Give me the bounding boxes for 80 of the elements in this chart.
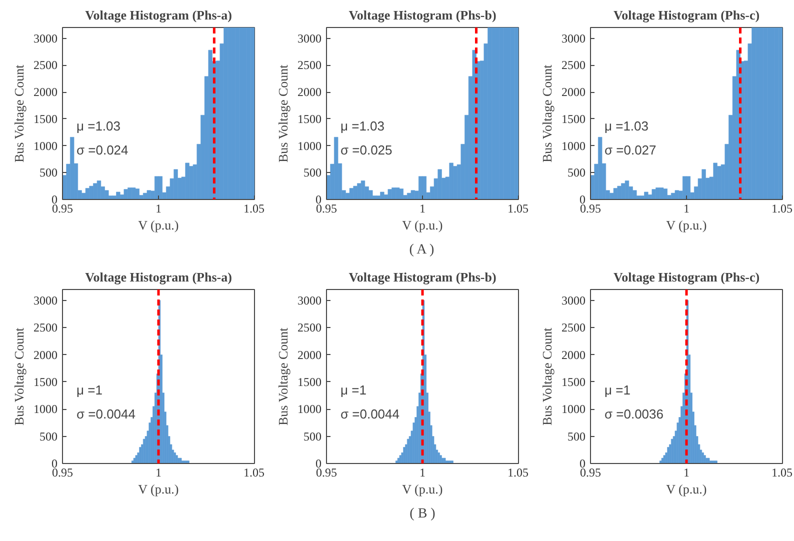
y-tick-label: 1000 [562,138,586,153]
y-tick-label: 1500 [34,112,58,126]
annotation: μ =1.03 [340,118,384,134]
y-axis-title: Bus Voltage Count [276,64,290,162]
x-tick-label: 1 [420,202,426,216]
x-axis-title: V (p.u.) [402,482,443,496]
chart-title: Voltage Histogram (Phs-b) [348,8,496,22]
chart-title: Voltage Histogram (Phs-c) [613,270,760,284]
y-tick-label: 2000 [34,85,58,99]
y-tick-label: 1500 [298,374,322,389]
chart-title: Voltage Histogram (Phs-a) [85,270,232,284]
x-tick-label: 1 [684,466,690,480]
x-axis-title: V (p.u.) [138,218,179,232]
x-tick-label: 1.05 [244,466,264,480]
y-tick-label: 3000 [298,31,322,46]
annotation: μ =1 [604,382,630,398]
annotation: σ =0.024 [76,142,128,158]
annotation: μ =1 [340,382,366,398]
y-tick-label: 3000 [562,293,586,308]
y-tick-label: 2500 [562,320,586,335]
x-tick-label: 1.05 [244,202,264,216]
y-tick-label: 3000 [34,31,58,46]
y-tick-label: 500 [40,166,58,180]
y-tick-label: 1000 [298,402,322,416]
y-tick-label: 2000 [34,348,58,362]
annotation: σ =0.025 [340,142,392,158]
x-tick-label: 1.05 [772,202,792,216]
y-tick-label: 1500 [562,112,586,126]
y-tick-label: 1500 [298,112,322,126]
x-tick-label: 1 [156,466,162,480]
x-tick-label: 1.05 [508,202,528,216]
y-tick-label: 1000 [298,138,322,153]
y-axis-title: Bus Voltage Count [276,327,290,426]
y-tick-label: 2000 [562,348,586,362]
x-tick-label: 1 [420,466,426,480]
y-tick-label: 500 [568,166,586,180]
annotation: σ =0.027 [604,142,656,158]
y-axis-title: Bus Voltage Count [12,64,26,162]
annotation: μ =1.03 [76,118,120,134]
y-tick-label: 2500 [34,320,58,335]
annotation: σ =0.0036 [604,406,664,422]
y-tick-label: 2000 [298,85,322,99]
annotation: μ =1 [76,382,102,398]
y-tick-label: 1500 [562,374,586,389]
chart-title: Voltage Histogram (Phs-b) [348,270,496,284]
x-tick-label: 1.05 [508,466,528,480]
x-axis-title: V (p.u.) [138,482,179,496]
x-tick-label: 1 [156,202,162,216]
annotation: μ =1.03 [604,118,648,134]
y-tick-label: 3000 [562,31,586,46]
y-axis-title: Bus Voltage Count [12,327,26,426]
y-tick-label: 1000 [34,138,58,153]
y-tick-label: 2000 [298,348,322,362]
x-axis-title: V (p.u.) [666,482,707,496]
y-tick-label: 500 [304,429,322,444]
y-tick-label: 3000 [298,293,322,308]
y-tick-label: 1000 [34,402,58,416]
annotation: σ =0.0044 [340,406,400,422]
y-tick-label: 500 [568,429,586,444]
text: ( A ) [409,242,435,258]
y-tick-label: 500 [304,166,322,180]
x-axis-title: V (p.u.) [402,218,443,232]
y-tick-label: 2500 [298,58,322,72]
text: ( B ) [410,506,436,522]
y-tick-label: 2500 [562,58,586,72]
chart-title: Voltage Histogram (Phs-c) [613,8,760,22]
y-tick-label: 3000 [34,293,58,308]
y-axis-title: Bus Voltage Count [540,327,554,426]
y-tick-label: 2500 [34,58,58,72]
y-tick-label: 500 [40,429,58,444]
y-tick-label: 2000 [562,85,586,99]
x-tick-label: 1 [684,202,690,216]
x-tick-label: 1.05 [772,466,792,480]
chart-title: Voltage Histogram (Phs-a) [85,8,232,22]
x-axis-title: V (p.u.) [666,218,707,232]
y-tick-label: 1500 [34,374,58,389]
y-tick-label: 2500 [298,320,322,335]
annotation: σ =0.0044 [76,406,136,422]
y-tick-label: 1000 [562,402,586,416]
y-axis-title: Bus Voltage Count [540,64,554,162]
